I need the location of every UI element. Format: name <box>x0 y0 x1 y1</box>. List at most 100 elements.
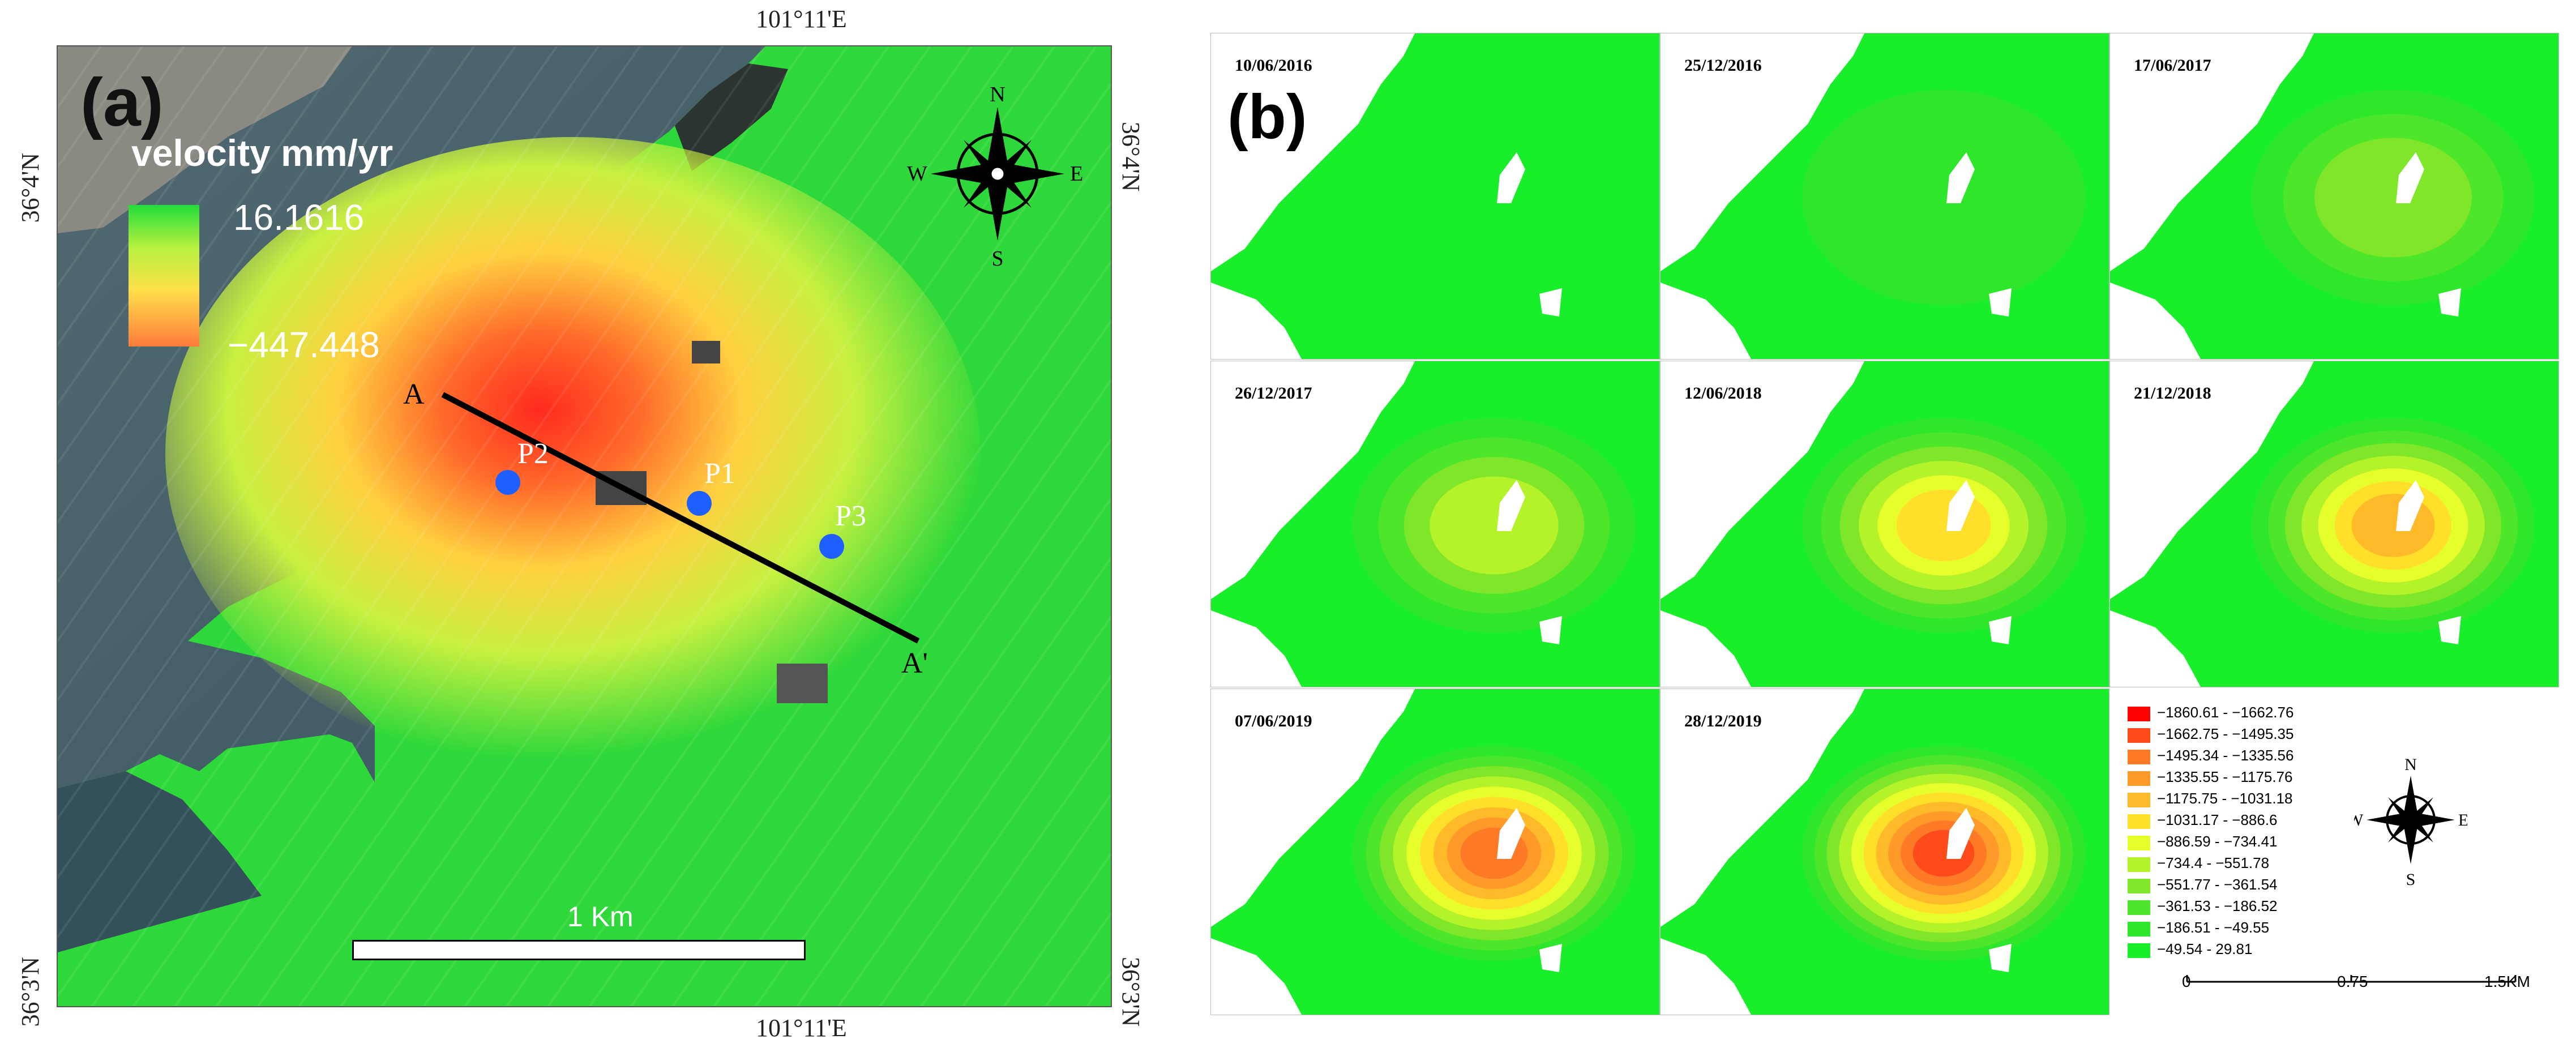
point-p1-marker <box>687 491 712 516</box>
profile-end-label: A' <box>901 647 928 679</box>
epoch-date-label: 26/12/2017 <box>1235 384 1312 403</box>
legend-range-label: −551.77 - −361.54 <box>2157 876 2278 893</box>
subsidence-class-zone <box>1430 476 1559 575</box>
time-series-map-graphic <box>2110 33 2558 359</box>
legend-range-label: −1175.75 - −1031.18 <box>2157 790 2293 807</box>
left-top-latitude-label: 36°4'N <box>16 153 44 223</box>
legend-max-value: 16.1616 <box>233 197 365 238</box>
legend-swatch <box>2128 793 2150 807</box>
scale-bar <box>352 940 806 960</box>
subsidence-class-zone <box>1896 489 1991 562</box>
legend-range-label: −734.4 - −551.78 <box>2157 854 2270 871</box>
point-p2-label: P2 <box>517 438 549 470</box>
legend-range-label: −186.51 - −49.55 <box>2157 919 2270 936</box>
scale-bar-label: 1 Km <box>567 901 634 933</box>
water-area <box>1661 283 1751 359</box>
water-area <box>1661 938 1751 1015</box>
water-area <box>1211 938 1302 1015</box>
no-data-hole <box>1497 480 1525 531</box>
epoch-date-label: 07/06/2019 <box>1235 712 1312 730</box>
no-data-hole <box>1989 288 2012 317</box>
no-data-hole <box>2396 480 2424 531</box>
epoch-date-label: 25/12/2016 <box>1684 56 1762 75</box>
no-data-hole <box>1539 616 1562 644</box>
time-series-map: 26/12/2017 <box>1210 361 1660 687</box>
scale-bar-b <box>2186 975 2517 983</box>
water-area <box>1661 610 1751 687</box>
legend-swatch <box>2128 814 2150 829</box>
time-series-map: 21/12/2018 <box>2109 361 2559 687</box>
no-data-hole <box>1497 808 1525 859</box>
legend-swatch <box>2128 707 2150 721</box>
north-arrow-compass-b: N S E W <box>2354 755 2467 889</box>
legend-range-label: −1335.55 - −1175.76 <box>2157 768 2293 785</box>
profile-start-label: A <box>403 378 425 410</box>
water-area <box>2110 283 2201 359</box>
water-area <box>2110 610 2201 687</box>
velocity-color-ramp <box>129 205 199 347</box>
legend-swatch <box>2128 750 2150 764</box>
north-arrow-compass: N S E W <box>907 83 1083 271</box>
epoch-date-label: 17/06/2017 <box>2134 56 2211 75</box>
time-series-map-graphic <box>1661 361 2109 687</box>
no-data-hole <box>1989 616 2012 644</box>
time-series-map-graphic <box>1661 689 2109 1015</box>
legend-swatch <box>2128 879 2150 893</box>
bottom-longitude-label: 101°11'E <box>756 1014 847 1042</box>
scale-b-tick-2: 1.5KM <box>2484 973 2530 990</box>
legend-range-label: −886.59 - −734.41 <box>2157 833 2278 850</box>
subsidence-class-zone <box>2351 494 2435 557</box>
no-data-hole <box>1989 944 2012 972</box>
scale-b-tick-1: 0.75 <box>2337 973 2368 990</box>
right-bottom-latitude-label: 36°3'N <box>1117 957 1145 1027</box>
terrain-texture <box>58 46 1111 1006</box>
legend-range-label: −1860.61 - −1662.76 <box>2157 704 2294 721</box>
time-series-panel: (b) 10/06/2016 25/12/2016 17/06/2017 26/12/… <box>1210 33 2576 1021</box>
no-data-hole <box>1946 152 1975 203</box>
compass-b-n-label: N <box>2404 755 2417 774</box>
no-data-patch <box>777 664 828 703</box>
compass-e-label: E <box>1070 162 1083 186</box>
compass-b-s-label: S <box>2406 870 2416 889</box>
point-p2-marker <box>495 470 520 495</box>
legend-swatch <box>2128 728 2150 743</box>
point-p1-label: P1 <box>704 457 735 490</box>
point-p3-marker <box>819 534 844 559</box>
legend-range-label: −49.54 - 29.81 <box>2157 940 2253 957</box>
water-area <box>1211 610 1302 687</box>
time-series-map: 25/12/2016 <box>1660 33 2109 360</box>
no-data-hole <box>1539 288 1562 317</box>
no-data-hole <box>2438 288 2461 317</box>
time-series-map: 17/06/2017 <box>2109 33 2559 360</box>
time-series-map-graphic <box>1211 361 1659 687</box>
legend-swatch <box>2128 836 2150 850</box>
time-series-map-graphic <box>2110 361 2558 687</box>
subsidence-class-zone <box>1802 90 2085 305</box>
no-data-hole <box>1946 808 1975 859</box>
water-area <box>1211 283 1302 359</box>
no-data-hole <box>1497 152 1525 203</box>
compass-b-e-label: E <box>2458 811 2467 829</box>
no-data-patch <box>692 341 720 364</box>
left-bottom-latitude-label: 36°3'N <box>16 957 44 1027</box>
time-series-map: 07/06/2019 <box>1210 688 1660 1015</box>
scale-b-tick-0: 0 <box>2182 973 2191 990</box>
compass-s-label: S <box>991 247 1003 271</box>
time-series-map-graphic <box>1661 33 2109 359</box>
legend-range-label: −1031.17 - −886.6 <box>2157 811 2278 828</box>
legend-swatch <box>2128 857 2150 872</box>
time-series-map: 12/06/2018 <box>1660 361 2109 687</box>
compass-b-w-label: W <box>2354 811 2364 829</box>
legend-min-value: −447.448 <box>228 324 380 365</box>
right-top-latitude-label: 36°4'N <box>1117 122 1145 192</box>
time-series-map: 28/12/2019 <box>1660 688 2109 1015</box>
panel-a-label: (a) <box>80 65 164 140</box>
top-longitude-label: 101°11'E <box>756 5 847 33</box>
legend-swatch <box>2128 771 2150 786</box>
epoch-date-label: 21/12/2018 <box>2134 384 2211 403</box>
compass-w-label: W <box>907 162 927 186</box>
subsidence-class-zone <box>2314 138 2472 258</box>
time-series-map-graphic <box>1211 33 1659 359</box>
velocity-map-graphic: N S E W <box>58 46 1111 1006</box>
profile-line-a-a-prime <box>441 392 920 644</box>
